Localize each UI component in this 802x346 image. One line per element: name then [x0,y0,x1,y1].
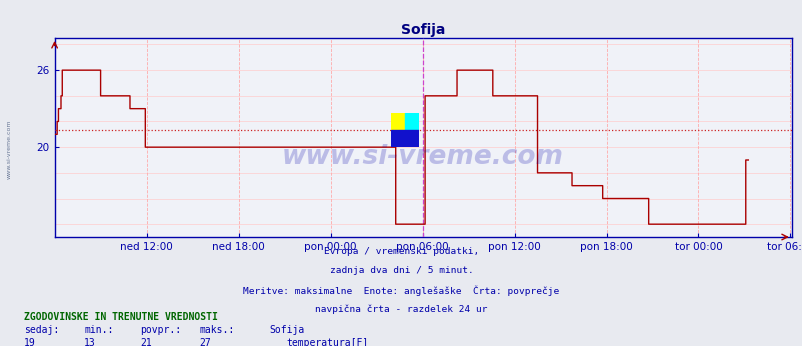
Text: Evropa / vremenski podatki,: Evropa / vremenski podatki, [323,247,479,256]
Text: min.:: min.: [84,325,114,335]
Text: www.si-vreme.com: www.si-vreme.com [282,144,564,171]
Text: 19: 19 [24,338,36,346]
Text: zadnja dva dni / 5 minut.: zadnja dva dni / 5 minut. [329,266,473,275]
Text: 27: 27 [199,338,211,346]
Text: www.si-vreme.com: www.si-vreme.com [7,119,12,179]
Text: 21: 21 [140,338,152,346]
Text: temperatura[F]: temperatura[F] [286,338,368,346]
Text: navpična črta - razdelek 24 ur: navpična črta - razdelek 24 ur [315,304,487,314]
Text: ZGODOVINSKE IN TRENUTNE VREDNOSTI: ZGODOVINSKE IN TRENUTNE VREDNOSTI [24,312,217,322]
Text: maks.:: maks.: [199,325,234,335]
Text: 13: 13 [84,338,96,346]
Bar [390,112,404,130]
Bar [390,130,418,147]
Text: povpr.:: povpr.: [140,325,181,335]
Text: Meritve: maksimalne  Enote: anglešaške  Črta: povprečje: Meritve: maksimalne Enote: anglešaške Čr… [243,285,559,296]
Text: Sofija: Sofija [269,325,304,335]
Title: Sofija: Sofija [400,23,445,37]
Bar [404,112,418,130]
Text: sedaj:: sedaj: [24,325,59,335]
